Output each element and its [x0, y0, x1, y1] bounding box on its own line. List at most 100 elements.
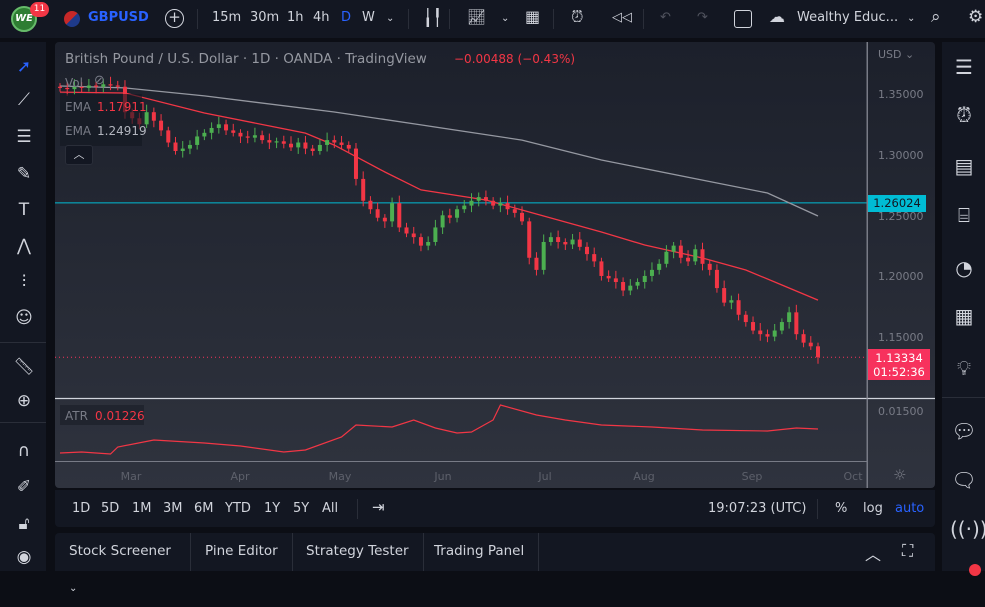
fib-icon[interactable]: ☰: [16, 127, 32, 147]
symbol-search[interactable]: GBPUSD: [88, 10, 149, 25]
range-6m[interactable]: 6M: [194, 501, 214, 516]
interval-w[interactable]: W: [362, 10, 375, 25]
hotlist-icon[interactable]: ◔: [955, 256, 973, 280]
utc-clock[interactable]: 19:07:23 (UTC): [708, 501, 807, 516]
candle-body: [267, 140, 272, 143]
chat-icon[interactable]: 🗨︎: [951, 468, 977, 492]
candle-body: [411, 233, 416, 238]
axis-settings-icon[interactable]: ☼: [893, 466, 907, 484]
interval-d[interactable]: D: [341, 10, 352, 25]
currency-selector[interactable]: USD ⌄: [878, 48, 915, 61]
range-1y[interactable]: 1Y: [264, 501, 281, 516]
cursor-icon[interactable]: ➚: [16, 57, 32, 77]
collapse-legend-button[interactable]: ︿: [65, 145, 93, 165]
percent-toggle[interactable]: %: [835, 501, 848, 516]
x-tick-label: Sep: [742, 470, 763, 483]
eye-icon[interactable]: ◉: [16, 547, 32, 567]
atr-label[interactable]: ATR: [65, 409, 88, 423]
range-3m[interactable]: 3M: [163, 501, 183, 516]
search-icon[interactable]: ⌕: [931, 7, 941, 27]
range-5d[interactable]: 5D: [101, 501, 120, 516]
alarm-clock-icon[interactable]: ⏰︎: [956, 103, 972, 127]
divider: [0, 342, 46, 343]
text-icon[interactable]: T: [18, 200, 30, 220]
candle-body: [469, 200, 474, 206]
candle-body: [801, 334, 806, 343]
expand-panel-chevron-up-icon[interactable]: ︿: [865, 545, 882, 564]
lock-icon[interactable]: 🔓︎: [18, 514, 30, 534]
atr-scale-label: 0.01500: [878, 405, 924, 418]
data-window-icon[interactable]: ⌸: [958, 203, 970, 227]
candle-body: [426, 241, 431, 246]
layouts-icon[interactable]: ▦: [525, 7, 541, 26]
currency-label: USD: [878, 48, 902, 61]
notification-badge: 11: [30, 2, 49, 17]
price-label: 1.15000: [878, 331, 924, 344]
candle-body: [58, 86, 62, 88]
candle-body: [65, 87, 70, 90]
undo-icon[interactable]: ↶: [660, 10, 671, 25]
emoji-icon[interactable]: ☺: [15, 308, 33, 328]
indicators-icon[interactable]: 📈︎: [467, 8, 487, 26]
interval-4h[interactable]: 4h: [313, 10, 330, 25]
cloud-save-icon[interactable]: ☁: [769, 7, 785, 26]
volume-legend[interactable]: Vol: [65, 76, 83, 90]
zoom-in-icon[interactable]: ⊕: [16, 391, 32, 411]
candle-body: [751, 322, 756, 331]
tab-strategy-tester[interactable]: Strategy Tester: [292, 533, 424, 571]
candle-body: [144, 112, 149, 125]
divider: [942, 397, 985, 398]
maximize-icon[interactable]: ⛶: [902, 541, 914, 560]
trend-line-icon[interactable]: ⟋: [18, 90, 30, 110]
brush-icon[interactable]: ✎: [16, 164, 32, 184]
fullscreen-square-icon[interactable]: [734, 10, 752, 28]
candle-body: [548, 237, 553, 242]
lock-drawings-icon[interactable]: ✐: [16, 477, 32, 497]
range-1d[interactable]: 1D: [72, 501, 91, 516]
chats-icon[interactable]: 💬︎: [951, 419, 977, 443]
compare-add-icon[interactable]: +: [165, 9, 184, 28]
pattern-icon[interactable]: ⋀: [17, 236, 31, 256]
tab-stock-screener[interactable]: Stock Screener ⌄: [55, 533, 191, 594]
candle-body: [787, 312, 792, 323]
redo-icon[interactable]: ↷: [697, 10, 708, 25]
forecast-icon[interactable]: ⫶: [21, 272, 27, 292]
interval-30m[interactable]: 30m: [250, 10, 280, 25]
log-toggle[interactable]: log: [863, 501, 883, 516]
settings-gear-icon[interactable]: ⚙: [968, 7, 984, 27]
candle-body: [649, 269, 654, 276]
interval-15m[interactable]: 15m: [212, 10, 242, 25]
goto-date-icon[interactable]: ⇥: [372, 498, 385, 516]
range-5y[interactable]: 5Y: [293, 501, 310, 516]
ruler-icon[interactable]: 📏︎: [13, 357, 35, 377]
price-change: −0.00488 (−0.43%): [454, 52, 576, 66]
replay-icon[interactable]: ◁◁: [612, 10, 632, 25]
account-name[interactable]: Wealthy Educ...: [797, 10, 899, 25]
news-icon[interactable]: ▤: [954, 154, 974, 178]
candle-type-icon[interactable]: ╽╿: [423, 8, 443, 27]
ideas-lightbulb-icon[interactable]: 💡︎: [957, 356, 971, 380]
streams-icon[interactable]: ((·)): [950, 517, 985, 541]
range-all[interactable]: All: [322, 501, 339, 516]
ema-fast-label: EMA: [65, 100, 92, 114]
last-price: 1.13334: [875, 351, 923, 365]
indicators-chevron-icon[interactable]: ⌄: [501, 13, 510, 24]
alert-icon[interactable]: ⏰︎: [571, 7, 584, 26]
ema-fast-legend[interactable]: [60, 94, 142, 146]
calendar-icon[interactable]: ▦: [954, 304, 974, 328]
tab-trading-panel[interactable]: Trading Panel: [420, 533, 540, 571]
interval-1h[interactable]: 1h: [287, 10, 304, 25]
tab-label: Stock Screener: [69, 543, 171, 559]
auto-toggle[interactable]: auto: [895, 501, 925, 516]
tab-pine-editor[interactable]: Pine Editor: [191, 533, 293, 571]
watchlist-icon[interactable]: ☰: [955, 55, 973, 79]
account-chevron-icon[interactable]: ⌄: [907, 13, 916, 24]
chart-pane[interactable]: [55, 42, 935, 488]
range-ytd[interactable]: YTD: [225, 501, 251, 516]
candle-body: [722, 288, 727, 303]
hidden-eye-icon[interactable]: ⊘: [94, 73, 105, 88]
range-1m[interactable]: 1M: [132, 501, 152, 516]
ema-slow-value: 1.24919: [97, 124, 147, 138]
magnet-icon[interactable]: ∩: [17, 441, 31, 461]
interval-dropdown-chevron-icon[interactable]: ⌄: [386, 13, 395, 24]
